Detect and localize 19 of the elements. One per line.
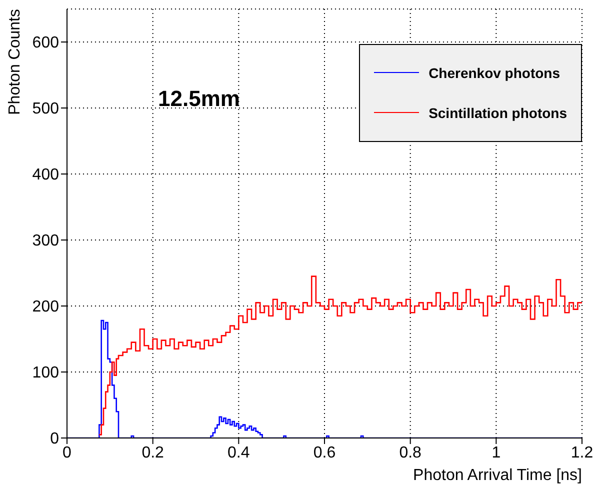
y-tick-label: 600 (32, 34, 60, 52)
x-tick-label: 0.6 (313, 444, 336, 462)
y-tick-label: 200 (32, 298, 60, 316)
x-axis-title: Photon Arrival Time [ns] (413, 467, 582, 484)
y-axis-title: Photon Counts (6, 9, 24, 115)
x-tick-label: 1 (492, 444, 501, 462)
y-tick-label: 100 (32, 364, 60, 382)
x-tick-label: 0 (62, 444, 72, 462)
y-tick-label: 0 (50, 430, 60, 448)
panel-note: 12.5mm (158, 86, 240, 112)
legend-label: Cherenkov photons (428, 65, 560, 81)
x-tick-label: 1.2 (570, 444, 594, 462)
legend-label: Scintillation photons (428, 105, 567, 121)
y-tick-label: 300 (32, 232, 60, 250)
y-tick-label: 400 (32, 166, 60, 184)
y-tick-label: 500 (32, 100, 60, 118)
x-tick-label: 0.8 (399, 444, 422, 462)
x-tick-label: 0.4 (228, 444, 250, 462)
x-tick-label: 0.2 (142, 444, 164, 462)
